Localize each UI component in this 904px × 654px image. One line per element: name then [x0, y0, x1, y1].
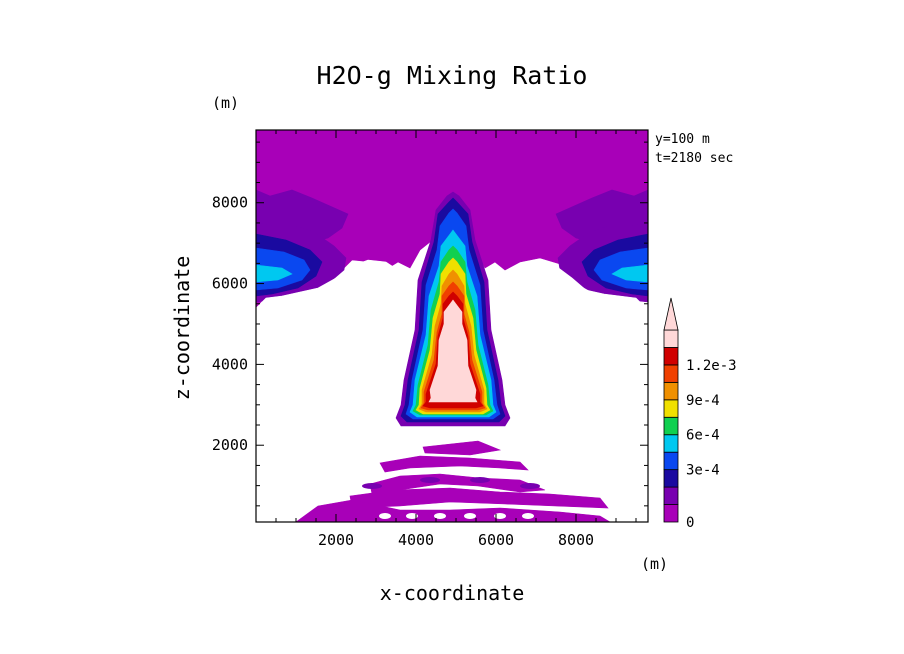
colorbar-swatch: [663, 486, 679, 505]
clear-gap: [406, 513, 418, 519]
colorbar-tick-label: 1.2e-3: [686, 358, 737, 374]
contour-band: [349, 487, 609, 509]
colorbar-swatch: [663, 347, 679, 366]
clear-gap: [434, 513, 446, 519]
colorbar-extend-arrow: [663, 297, 679, 331]
axis-ticks: [256, 130, 648, 522]
y-unit-label: (m): [212, 94, 239, 112]
x-tick-labels: 2000 4000 6000 8000: [318, 531, 594, 549]
contour-band: [420, 477, 440, 483]
colorbar: 0 3e-4 6e-4 9e-4 1.2e-3: [663, 297, 737, 531]
y-tick-label: 8000: [212, 194, 248, 212]
annotation-t: t=2180 sec: [655, 151, 733, 166]
contour-band: [520, 483, 540, 489]
contour-band: [379, 455, 529, 473]
colorbar-swatch: [663, 504, 679, 523]
x-tick-label: 8000: [558, 531, 594, 549]
colorbar-swatch: [663, 399, 679, 418]
colorbar-swatch: [663, 416, 679, 436]
colorbar-swatch: [663, 329, 679, 348]
x-tick-label: 6000: [478, 531, 514, 549]
x-unit-label: (m): [641, 555, 668, 573]
colorbar-tick-label: 6e-4: [686, 428, 720, 444]
colorbar-swatch: [663, 451, 679, 471]
contour-band: [362, 483, 382, 489]
contour-band: [256, 264, 293, 283]
y-tick-labels: 2000 4000 6000 8000: [212, 194, 248, 454]
chart-title: H2O-g Mixing Ratio: [317, 61, 588, 90]
clear-gap: [494, 513, 506, 519]
y-tick-label: 2000: [212, 436, 248, 454]
colorbar-tick-label: 9e-4: [686, 393, 720, 409]
plot-frame: [255, 129, 649, 523]
x-tick-label: 4000: [398, 531, 434, 549]
y-axis-label: z-coordinate: [170, 256, 194, 401]
colorbar-tick-label: 0: [686, 515, 694, 531]
clear-gap: [464, 513, 476, 519]
colorbar-swatch: [663, 469, 679, 488]
colorbar-swatch: [663, 434, 679, 453]
contour-band: [428, 299, 478, 403]
contour-field: [256, 130, 648, 522]
colorbar-tick-label: 3e-4: [686, 463, 720, 479]
x-tick-label: 2000: [318, 531, 354, 549]
y-tick-label: 4000: [212, 355, 248, 373]
annotation-y: y=100 m: [655, 132, 710, 147]
contour-band: [422, 440, 502, 456]
colorbar-swatch: [663, 381, 679, 401]
clear-gap: [379, 513, 391, 519]
clear-gap: [522, 513, 534, 519]
contour-band: [470, 477, 490, 483]
contour-band: [611, 264, 648, 283]
colorbar-swatch: [663, 364, 679, 383]
x-axis-label: x-coordinate: [380, 581, 525, 605]
y-tick-label: 6000: [212, 275, 248, 293]
